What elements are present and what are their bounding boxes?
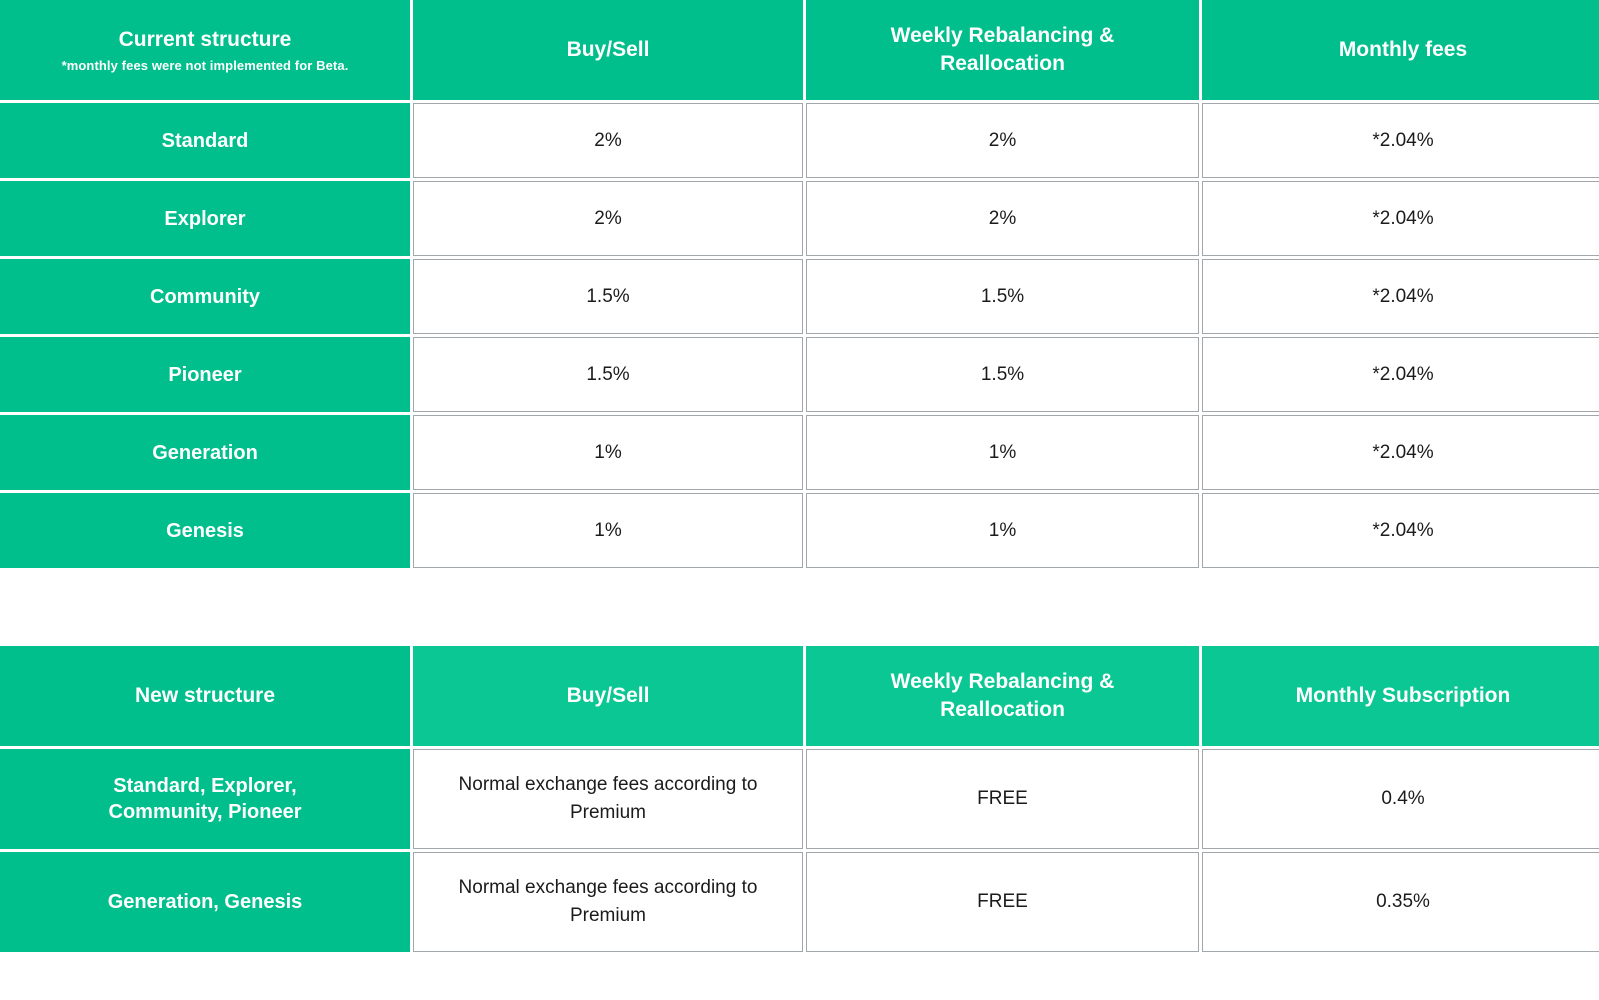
column-header-label: Buy/Sell <box>566 683 650 707</box>
fee-value: FREE <box>977 788 1028 810</box>
weekly-fee-cell: 1.5% <box>806 337 1199 412</box>
fee-value: FREE <box>977 891 1028 913</box>
fee-value: 1.5% <box>586 363 630 385</box>
tier-label: Generation <box>152 441 258 464</box>
current-header-monthly-cell: Monthly fees <box>1202 0 1599 100</box>
column-header-label: Monthly fees <box>1338 37 1468 61</box>
fee-value: *2.04% <box>1372 519 1434 541</box>
tier-name-cell: Standard <box>0 103 410 178</box>
fee-value: 1.5% <box>980 285 1025 307</box>
new-structure-table: New structure Buy/Sell Weekly Rebalancin… <box>0 646 1599 952</box>
fee-value: *2.04% <box>1372 207 1434 229</box>
column-header-label: Weekly Rebalancing & Reallocation <box>890 669 1115 721</box>
column-header-label: Weekly Rebalancing & Reallocation <box>890 23 1115 75</box>
buysell-fee-cell: 2% <box>413 103 803 178</box>
monthly-subscription-cell: 0.4% <box>1202 749 1599 849</box>
fee-value: Normal exchange fees according to Premiu… <box>458 877 758 926</box>
new-header-title-cell: New structure <box>0 646 410 746</box>
tier-group-cell: Standard, Explorer, Community, Pioneer <box>0 749 410 849</box>
column-header-label: Buy/Sell <box>566 37 650 61</box>
fee-value: 1% <box>988 441 1017 463</box>
monthly-fee-cell: *2.04% <box>1202 259 1599 334</box>
weekly-fee-cell: 2% <box>806 181 1199 256</box>
column-header-label: Monthly Subscription <box>1295 683 1511 707</box>
tier-group-label: Generation, Genesis <box>107 891 303 913</box>
fee-value: *2.04% <box>1372 129 1434 151</box>
new-header-monthly-cell: Monthly Subscription <box>1202 646 1599 746</box>
weekly-fee-cell: FREE <box>806 852 1199 952</box>
new-table-title: New structure <box>134 683 276 707</box>
buysell-fee-cell: Normal exchange fees according to Premiu… <box>413 852 803 952</box>
new-header-weekly-cell: Weekly Rebalancing & Reallocation <box>806 646 1199 746</box>
monthly-fee-cell: *2.04% <box>1202 337 1599 412</box>
fee-value: *2.04% <box>1372 285 1434 307</box>
fee-value: 1.5% <box>980 363 1025 385</box>
monthly-fee-cell: *2.04% <box>1202 415 1599 490</box>
monthly-subscription-cell: 0.35% <box>1202 852 1599 952</box>
weekly-fee-cell: 2% <box>806 103 1199 178</box>
weekly-fee-cell: FREE <box>806 749 1199 849</box>
tier-label: Explorer <box>164 207 246 230</box>
tier-name-cell: Generation <box>0 415 410 490</box>
monthly-fee-cell: *2.04% <box>1202 103 1599 178</box>
fee-value: *2.04% <box>1372 441 1434 463</box>
buysell-fee-cell: 1% <box>413 493 803 568</box>
fee-value: 1.5% <box>586 285 630 307</box>
tier-name-cell: Explorer <box>0 181 410 256</box>
buysell-fee-cell: Normal exchange fees according to Premiu… <box>413 749 803 849</box>
tier-label: Genesis <box>166 519 244 542</box>
tier-group-cell: Generation, Genesis <box>0 852 410 952</box>
current-header-title-cell: Current structure *monthly fees were not… <box>0 0 410 100</box>
current-structure-table: Current structure *monthly fees were not… <box>0 0 1599 568</box>
current-table-title: Current structure <box>118 27 292 51</box>
fee-value: 2% <box>594 129 622 151</box>
weekly-fee-cell: 1% <box>806 415 1199 490</box>
tier-name-cell: Pioneer <box>0 337 410 412</box>
buysell-fee-cell: 1.5% <box>413 337 803 412</box>
fee-value: 1% <box>594 519 622 541</box>
monthly-fee-cell: *2.04% <box>1202 181 1599 256</box>
tier-name-cell: Genesis <box>0 493 410 568</box>
fee-value: *2.04% <box>1372 363 1434 385</box>
fee-value: 1% <box>988 519 1017 541</box>
fee-value: 2% <box>988 129 1017 151</box>
fee-value: 1% <box>594 441 622 463</box>
buysell-fee-cell: 1.5% <box>413 259 803 334</box>
fee-value: 2% <box>988 207 1017 229</box>
tier-label: Community <box>150 285 260 308</box>
fee-value: 0.4% <box>1381 788 1425 810</box>
new-header-buysell-cell: Buy/Sell <box>413 646 803 746</box>
tier-name-cell: Community <box>0 259 410 334</box>
monthly-fee-cell: *2.04% <box>1202 493 1599 568</box>
fee-value: 0.35% <box>1376 891 1430 913</box>
fee-value: 2% <box>594 207 622 229</box>
weekly-fee-cell: 1% <box>806 493 1199 568</box>
tier-label: Standard <box>161 129 249 152</box>
buysell-fee-cell: 1% <box>413 415 803 490</box>
fee-value: Normal exchange fees according to Premiu… <box>458 774 758 823</box>
current-table-subtitle: *monthly fees were not implemented for B… <box>61 57 349 73</box>
tier-group-label: Standard, Explorer, Community, Pioneer <box>108 775 302 823</box>
tier-label: Pioneer <box>168 363 242 386</box>
current-header-buysell-cell: Buy/Sell <box>413 0 803 100</box>
buysell-fee-cell: 2% <box>413 181 803 256</box>
weekly-fee-cell: 1.5% <box>806 259 1199 334</box>
current-header-weekly-cell: Weekly Rebalancing & Reallocation <box>806 0 1199 100</box>
